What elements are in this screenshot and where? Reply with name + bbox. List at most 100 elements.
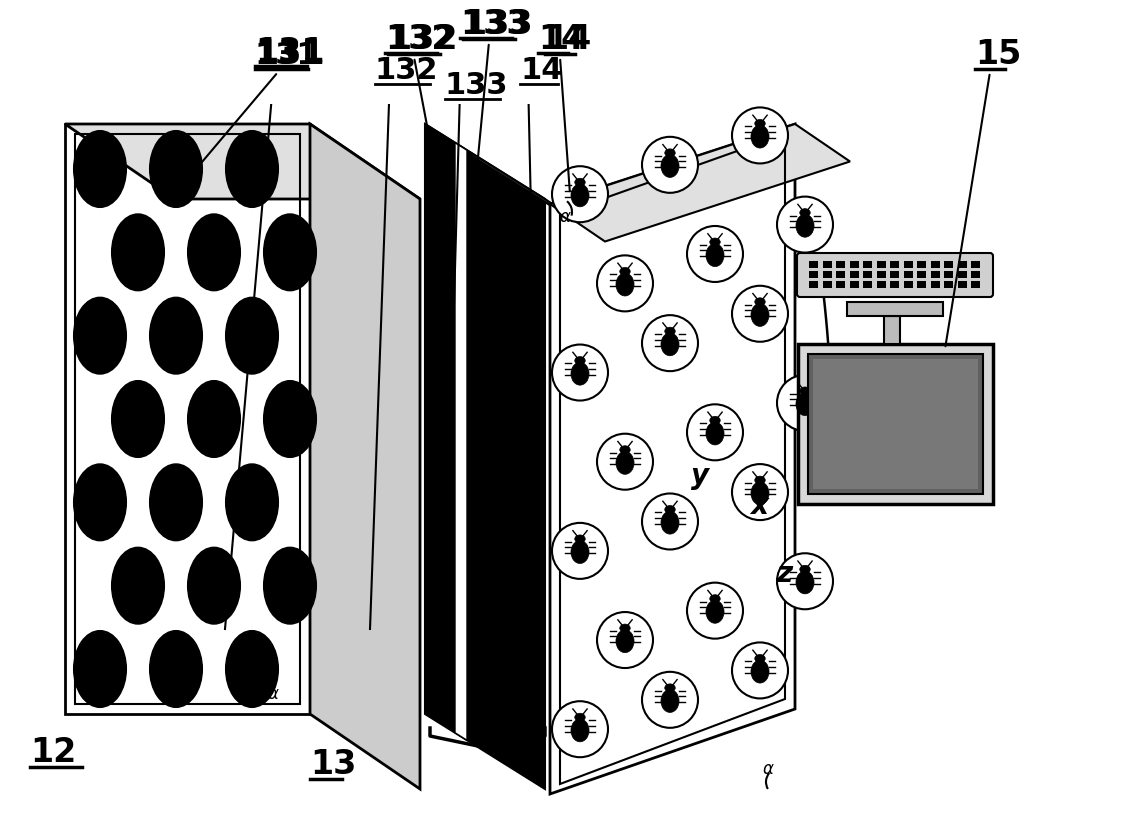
Bar	[822, 271, 831, 278]
Ellipse shape	[112, 381, 164, 457]
Ellipse shape	[74, 297, 126, 373]
Ellipse shape	[188, 214, 240, 290]
Bar	[862, 281, 871, 288]
Circle shape	[687, 583, 743, 639]
Bar	[971, 261, 980, 268]
Polygon shape	[424, 124, 600, 236]
Bar	[917, 271, 926, 278]
Circle shape	[642, 315, 699, 371]
Ellipse shape	[800, 565, 810, 574]
Ellipse shape	[800, 208, 810, 217]
Ellipse shape	[575, 714, 585, 721]
Ellipse shape	[264, 381, 316, 457]
Bar	[847, 302, 943, 316]
Text: α: α	[83, 145, 94, 163]
Ellipse shape	[226, 465, 279, 541]
Ellipse shape	[661, 511, 679, 534]
Circle shape	[642, 494, 699, 550]
Ellipse shape	[570, 363, 590, 385]
Text: 133: 133	[445, 71, 509, 100]
Ellipse shape	[150, 465, 202, 541]
Ellipse shape	[112, 214, 164, 290]
Bar	[876, 281, 886, 288]
Ellipse shape	[620, 624, 630, 632]
Ellipse shape	[796, 214, 814, 237]
Text: α: α	[763, 760, 774, 778]
Ellipse shape	[615, 273, 634, 296]
Bar	[944, 261, 953, 268]
Ellipse shape	[800, 387, 810, 395]
Bar	[891, 271, 900, 278]
Ellipse shape	[575, 178, 585, 186]
Text: 14: 14	[538, 23, 584, 56]
Text: 133: 133	[463, 8, 532, 41]
Bar	[904, 271, 913, 278]
Text: 131: 131	[255, 38, 325, 71]
Text: 132: 132	[389, 23, 457, 56]
Bar	[809, 281, 818, 288]
Circle shape	[732, 286, 788, 342]
Ellipse shape	[661, 690, 679, 713]
Circle shape	[732, 643, 788, 699]
Text: x: x	[750, 492, 768, 520]
Text: 15: 15	[975, 38, 1022, 71]
Bar	[971, 271, 980, 278]
Ellipse shape	[74, 131, 126, 207]
Text: 132: 132	[375, 56, 438, 85]
Circle shape	[642, 672, 699, 728]
Text: α: α	[560, 208, 570, 226]
Bar	[862, 271, 871, 278]
Polygon shape	[424, 124, 545, 789]
Ellipse shape	[112, 548, 164, 624]
Bar	[904, 281, 913, 288]
Text: y: y	[691, 462, 709, 490]
Ellipse shape	[755, 119, 765, 128]
Bar	[822, 261, 831, 268]
Bar	[849, 261, 858, 268]
Polygon shape	[310, 124, 420, 789]
Ellipse shape	[620, 268, 630, 275]
Polygon shape	[65, 124, 420, 199]
Circle shape	[597, 255, 652, 311]
Bar	[904, 261, 913, 268]
Ellipse shape	[706, 422, 724, 445]
Text: z: z	[776, 560, 792, 588]
Ellipse shape	[615, 630, 634, 653]
Ellipse shape	[570, 541, 590, 564]
Bar	[862, 261, 871, 268]
Polygon shape	[550, 124, 850, 241]
Polygon shape	[455, 143, 467, 740]
Ellipse shape	[796, 571, 814, 594]
Ellipse shape	[188, 548, 240, 624]
Bar	[813, 359, 978, 489]
Circle shape	[687, 226, 743, 282]
FancyBboxPatch shape	[797, 253, 993, 297]
Circle shape	[553, 166, 608, 222]
Text: 132: 132	[385, 23, 455, 56]
Ellipse shape	[620, 446, 630, 454]
Bar	[849, 281, 858, 288]
Circle shape	[777, 553, 833, 609]
Circle shape	[553, 523, 608, 579]
Ellipse shape	[706, 244, 724, 267]
Ellipse shape	[751, 482, 769, 505]
Ellipse shape	[74, 631, 126, 707]
Bar	[917, 261, 926, 268]
Circle shape	[732, 107, 788, 163]
Circle shape	[687, 405, 743, 461]
Ellipse shape	[575, 357, 585, 365]
Ellipse shape	[74, 465, 126, 541]
Bar	[876, 261, 886, 268]
Circle shape	[597, 433, 652, 489]
Bar	[809, 354, 983, 494]
Bar	[931, 271, 940, 278]
Text: 131: 131	[255, 41, 319, 70]
Bar	[971, 281, 980, 288]
Bar	[891, 281, 900, 288]
Text: 14: 14	[545, 23, 591, 56]
Bar	[876, 271, 886, 278]
Ellipse shape	[755, 297, 765, 306]
Bar	[958, 281, 967, 288]
Bar	[958, 271, 967, 278]
Text: 12: 12	[30, 736, 76, 769]
